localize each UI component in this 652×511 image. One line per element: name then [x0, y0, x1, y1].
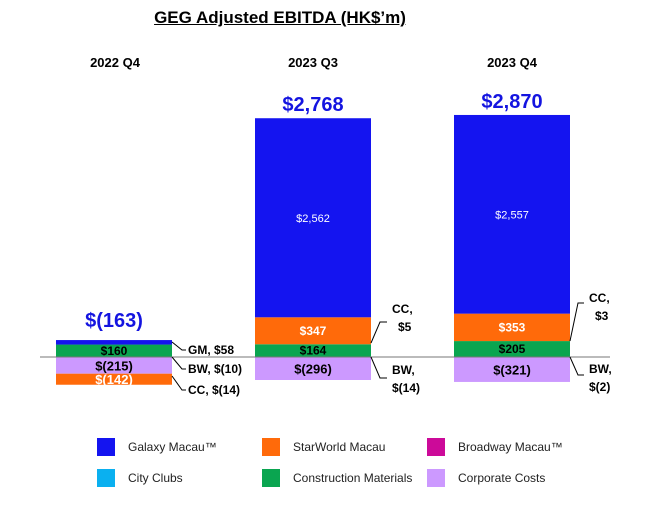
annotation-label: CC, — [392, 302, 413, 316]
annotation-leader-line — [171, 356, 186, 370]
annotation-leader-line — [171, 341, 186, 351]
data-label: $353 — [499, 320, 526, 334]
annotation-label: $(14) — [392, 381, 420, 395]
chart-title: GEG Adjusted EBITDA (HK$’m) — [154, 8, 406, 27]
annotation-label: $5 — [398, 320, 412, 334]
data-label: $(215) — [95, 358, 133, 373]
bar-segment — [255, 118, 371, 318]
bar-segment — [56, 344, 172, 357]
legend-item-corporate-costs: Corporate Costs — [427, 469, 577, 487]
total-label: $(163) — [85, 310, 143, 332]
legend: Galaxy Macau™ StarWorld Macau Broadway M… — [97, 438, 577, 487]
legend-label: Construction Materials — [293, 471, 413, 485]
bar-segment — [255, 317, 371, 345]
legend-swatch — [97, 469, 115, 487]
legend-item-starworld-macau: StarWorld Macau — [262, 438, 427, 456]
chart-plot: $160$(215)$(142) $(163) $164 $347 $2,562 $(29… — [40, 91, 612, 397]
data-label: $160 — [101, 344, 128, 358]
data-label: $205 — [499, 342, 526, 356]
category-label-2023-q4: 2023 Q4 — [487, 55, 537, 70]
legend-item-galaxy-macau: Galaxy Macau™ — [97, 438, 262, 456]
annotation-label: BW, $(10) — [188, 362, 242, 376]
annotation-leader-line — [370, 321, 387, 344]
legend-swatch — [262, 438, 280, 456]
bar-segment — [454, 357, 570, 382]
data-label: $(321) — [493, 362, 531, 377]
legend-item-construction-materials: Construction Materials — [262, 469, 427, 487]
legend-label: Galaxy Macau™ — [128, 440, 217, 454]
legend-label: StarWorld Macau — [293, 440, 386, 454]
annotation-label: CC, — [589, 291, 610, 305]
bar-segment — [56, 357, 172, 374]
annotation-leader-line — [370, 356, 387, 379]
legend-label: City Clubs — [128, 471, 183, 485]
annotation-label: $3 — [595, 309, 609, 323]
annotation-label: $(2) — [589, 380, 610, 394]
category-label-2022-q4: 2022 Q4 — [90, 55, 140, 70]
bar-segment — [454, 114, 570, 314]
annotation-leader-line — [569, 356, 584, 376]
legend-label: Broadway Macau™ — [458, 440, 563, 454]
bar-segment — [255, 344, 371, 357]
total-label: $2,768 — [282, 94, 343, 116]
annotation-leader-line — [171, 375, 186, 391]
data-label: $(296) — [294, 361, 332, 376]
legend-label: Corporate Costs — [458, 471, 546, 485]
total-label: $2,870 — [481, 91, 542, 113]
legend-item-city-clubs: City Clubs — [97, 469, 262, 487]
annotation-leader-line — [569, 302, 584, 342]
bar-segment — [454, 341, 570, 357]
legend-swatch — [262, 469, 280, 487]
bar-segment — [454, 313, 570, 342]
legend-swatch — [427, 469, 445, 487]
data-label: $2,557 — [495, 209, 529, 221]
data-label: $164 — [300, 344, 327, 358]
annotation-label: BW, — [392, 363, 415, 377]
legend-swatch — [427, 438, 445, 456]
annotation-label: CC, $(14) — [188, 383, 240, 397]
bar-segment — [56, 373, 172, 385]
bar-segment — [255, 357, 371, 380]
annotation-label: GM, $58 — [188, 343, 234, 357]
bar-segment — [56, 340, 172, 345]
data-label: $(142) — [95, 372, 133, 387]
legend-item-broadway-macau: Broadway Macau™ — [427, 438, 577, 456]
data-label: $2,562 — [296, 213, 330, 225]
category-label-2023-q3: 2023 Q3 — [288, 55, 338, 70]
legend-swatch — [97, 438, 115, 456]
annotation-label: BW, — [589, 362, 612, 376]
data-label: $347 — [300, 324, 327, 338]
